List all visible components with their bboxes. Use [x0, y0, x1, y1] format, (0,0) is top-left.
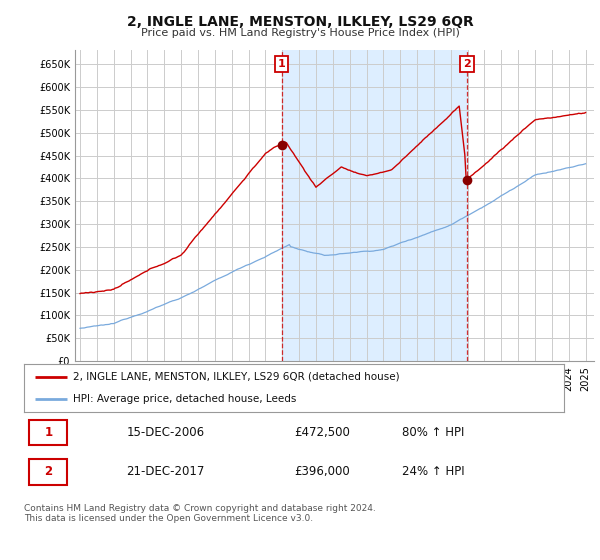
Text: £396,000: £396,000 [294, 465, 350, 478]
Bar [281, 50, 467, 361]
Text: 1: 1 [44, 426, 52, 439]
FancyBboxPatch shape [29, 420, 67, 445]
Text: 2, INGLE LANE, MENSTON, ILKLEY, LS29 6QR (detached house): 2, INGLE LANE, MENSTON, ILKLEY, LS29 6QR… [73, 372, 399, 382]
Text: 80% ↑ HPI: 80% ↑ HPI [402, 426, 464, 439]
FancyBboxPatch shape [29, 459, 67, 484]
Text: Contains HM Land Registry data © Crown copyright and database right 2024.
This d: Contains HM Land Registry data © Crown c… [24, 504, 376, 524]
Text: £472,500: £472,500 [294, 426, 350, 439]
Text: Price paid vs. HM Land Registry's House Price Index (HPI): Price paid vs. HM Land Registry's House … [140, 28, 460, 38]
Text: 1: 1 [278, 59, 286, 69]
Text: 2, INGLE LANE, MENSTON, ILKLEY, LS29 6QR: 2, INGLE LANE, MENSTON, ILKLEY, LS29 6QR [127, 15, 473, 29]
Text: 24% ↑ HPI: 24% ↑ HPI [402, 465, 464, 478]
Text: HPI: Average price, detached house, Leeds: HPI: Average price, detached house, Leed… [73, 394, 296, 404]
Text: 15-DEC-2006: 15-DEC-2006 [127, 426, 205, 439]
Text: 2: 2 [44, 465, 52, 478]
Text: 21-DEC-2017: 21-DEC-2017 [127, 465, 205, 478]
Text: 2: 2 [463, 59, 471, 69]
